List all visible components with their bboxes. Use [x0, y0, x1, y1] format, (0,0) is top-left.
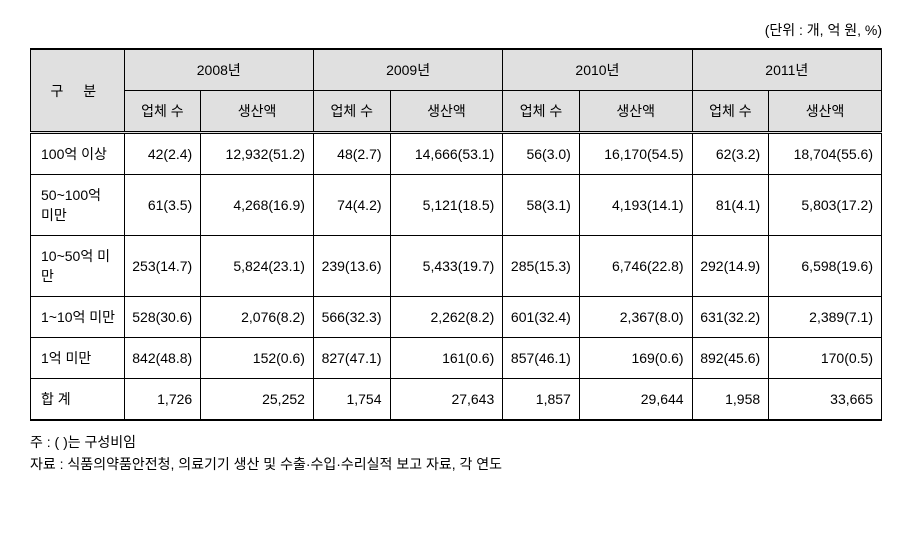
cell: 14,666(53.1)	[390, 133, 503, 175]
cell: 5,824(23.1)	[201, 236, 314, 297]
cell: 292(14.9)	[692, 236, 769, 297]
cell: 1,857	[503, 379, 580, 421]
header-sub-count: 업체 수	[692, 91, 769, 133]
row-label: 100억 이상	[31, 133, 125, 175]
header-year-2009: 2009년	[313, 49, 502, 91]
cell: 5,433(19.7)	[390, 236, 503, 297]
cell: 2,389(7.1)	[769, 297, 882, 338]
header-year-2010: 2010년	[503, 49, 692, 91]
data-table: 구 분 2008년 2009년 2010년 2011년 업체 수 생산액 업체 …	[30, 48, 882, 421]
cell: 1,754	[313, 379, 390, 421]
footnote-line: 자료 : 식품의약품안전청, 의료기기 생산 및 수출·수입·수리실적 보고 자…	[30, 453, 882, 475]
table-body: 100억 이상 42(2.4) 12,932(51.2) 48(2.7) 14,…	[31, 133, 882, 421]
footnote-line: 주 : ( )는 구성비임	[30, 431, 882, 453]
cell: 25,252	[201, 379, 314, 421]
cell: 827(47.1)	[313, 338, 390, 379]
unit-note: (단위 : 개, 억 원, %)	[30, 20, 882, 40]
cell: 566(32.3)	[313, 297, 390, 338]
cell: 12,932(51.2)	[201, 133, 314, 175]
cell: 892(45.6)	[692, 338, 769, 379]
cell: 42(2.4)	[124, 133, 201, 175]
header-year-2008: 2008년	[124, 49, 313, 91]
cell: 2,262(8.2)	[390, 297, 503, 338]
header-sub-amount: 생산액	[201, 91, 314, 133]
cell: 27,643	[390, 379, 503, 421]
cell: 6,598(19.6)	[769, 236, 882, 297]
header-year-2011: 2011년	[692, 49, 881, 91]
cell: 601(32.4)	[503, 297, 580, 338]
cell: 6,746(22.8)	[579, 236, 692, 297]
header-sub-count: 업체 수	[503, 91, 580, 133]
header-sub-count: 업체 수	[124, 91, 201, 133]
cell: 239(13.6)	[313, 236, 390, 297]
cell: 2,367(8.0)	[579, 297, 692, 338]
cell: 16,170(54.5)	[579, 133, 692, 175]
cell: 1,726	[124, 379, 201, 421]
cell: 4,193(14.1)	[579, 175, 692, 236]
cell: 61(3.5)	[124, 175, 201, 236]
header-sub-amount: 생산액	[579, 91, 692, 133]
cell: 1,958	[692, 379, 769, 421]
header-sub-amount: 생산액	[390, 91, 503, 133]
cell: 4,268(16.9)	[201, 175, 314, 236]
table-header: 구 분 2008년 2009년 2010년 2011년 업체 수 생산액 업체 …	[31, 49, 882, 133]
cell: 18,704(55.6)	[769, 133, 882, 175]
cell: 842(48.8)	[124, 338, 201, 379]
table-row: 100억 이상 42(2.4) 12,932(51.2) 48(2.7) 14,…	[31, 133, 882, 175]
table-row: 50~100억 미만 61(3.5) 4,268(16.9) 74(4.2) 5…	[31, 175, 882, 236]
cell: 2,076(8.2)	[201, 297, 314, 338]
cell: 152(0.6)	[201, 338, 314, 379]
cell: 58(3.1)	[503, 175, 580, 236]
cell: 253(14.7)	[124, 236, 201, 297]
cell: 631(32.2)	[692, 297, 769, 338]
cell: 170(0.5)	[769, 338, 882, 379]
cell: 857(46.1)	[503, 338, 580, 379]
row-label: 합 계	[31, 379, 125, 421]
cell: 169(0.6)	[579, 338, 692, 379]
cell: 528(30.6)	[124, 297, 201, 338]
cell: 5,803(17.2)	[769, 175, 882, 236]
header-sub-amount: 생산액	[769, 91, 882, 133]
table-row: 1~10억 미만 528(30.6) 2,076(8.2) 566(32.3) …	[31, 297, 882, 338]
table-row: 10~50억 미만 253(14.7) 5,824(23.1) 239(13.6…	[31, 236, 882, 297]
row-label: 10~50억 미만	[31, 236, 125, 297]
footnotes: 주 : ( )는 구성비임 자료 : 식품의약품안전청, 의료기기 생산 및 수…	[30, 431, 882, 476]
cell: 81(4.1)	[692, 175, 769, 236]
cell: 48(2.7)	[313, 133, 390, 175]
header-category: 구 분	[31, 49, 125, 133]
table-row-total: 합 계 1,726 25,252 1,754 27,643 1,857 29,6…	[31, 379, 882, 421]
cell: 161(0.6)	[390, 338, 503, 379]
cell: 62(3.2)	[692, 133, 769, 175]
cell: 33,665	[769, 379, 882, 421]
row-label: 50~100억 미만	[31, 175, 125, 236]
row-label: 1~10억 미만	[31, 297, 125, 338]
cell: 285(15.3)	[503, 236, 580, 297]
header-sub-count: 업체 수	[313, 91, 390, 133]
cell: 5,121(18.5)	[390, 175, 503, 236]
row-label: 1억 미만	[31, 338, 125, 379]
cell: 74(4.2)	[313, 175, 390, 236]
cell: 29,644	[579, 379, 692, 421]
cell: 56(3.0)	[503, 133, 580, 175]
table-row: 1억 미만 842(48.8) 152(0.6) 827(47.1) 161(0…	[31, 338, 882, 379]
